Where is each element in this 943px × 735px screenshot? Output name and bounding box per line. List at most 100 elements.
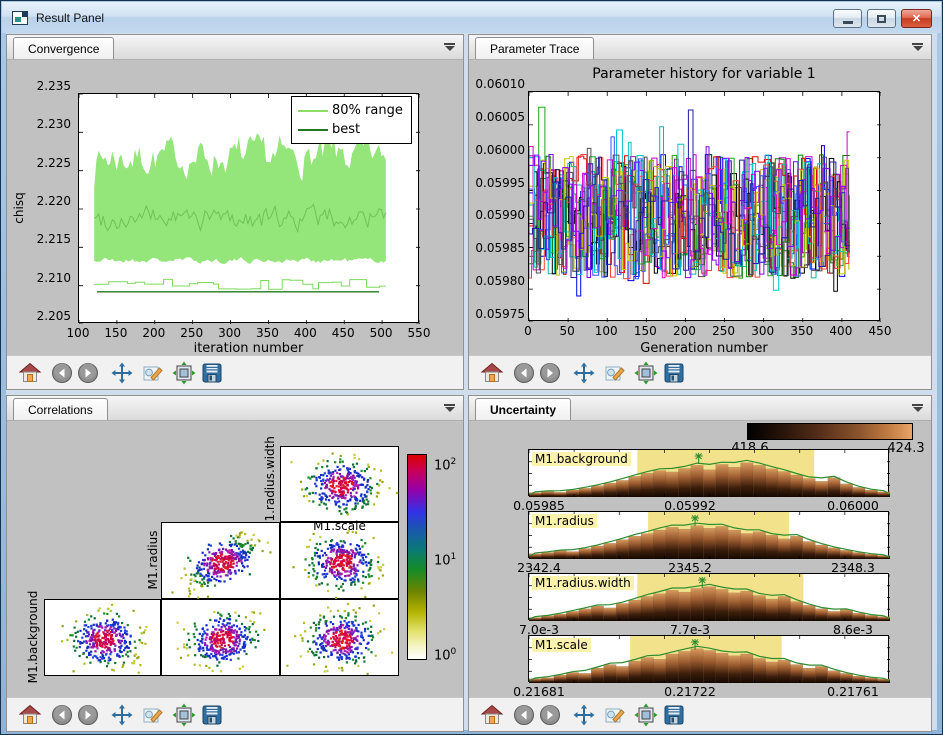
trace-xtick: 100 xyxy=(594,324,618,338)
tab-convergence[interactable]: Convergence xyxy=(13,37,115,59)
configure-subplots-button[interactable] xyxy=(171,360,197,386)
correlation-cell[interactable] xyxy=(44,599,161,676)
correlation-cell[interactable] xyxy=(280,522,399,599)
convergence-ytick: 2.220 xyxy=(36,194,71,208)
trace-ytick: 0.05995 xyxy=(475,175,525,190)
configure-subplots-icon xyxy=(634,703,658,727)
convergence-tabbar: Convergence xyxy=(7,35,463,60)
forward-button[interactable] xyxy=(75,702,101,728)
legend-line-sample xyxy=(298,109,328,112)
tab-overflow-button[interactable] xyxy=(444,43,455,51)
edit-parameters-button[interactable] xyxy=(601,360,627,386)
convergence-xtick: 400 xyxy=(293,326,317,340)
convergence-xtick: 450 xyxy=(331,326,355,340)
correlations-colorbar-tick: 101 xyxy=(434,552,457,569)
histogram-xtick: 7.7e-3 xyxy=(669,622,711,637)
convergence-xtick: 550 xyxy=(407,326,431,340)
trace-canvas[interactable]: Parameter history for variable 1 0.06010… xyxy=(469,60,931,355)
back-button[interactable] xyxy=(511,360,537,386)
panel-convergence: Convergence chisq 2.235 2.230 2.225 2.220 2.… xyxy=(6,34,464,390)
histogram-xtick: 2348.3 xyxy=(831,560,875,575)
pan-button[interactable] xyxy=(109,360,135,386)
trace-xtick: 0 xyxy=(524,324,532,338)
configure-subplots-button[interactable] xyxy=(633,360,659,386)
convergence-ytick: 2.235 xyxy=(36,79,71,93)
pan-button[interactable] xyxy=(571,702,597,728)
histogram-M1-background[interactable]: M1.background xyxy=(528,449,890,497)
tab-overflow-button[interactable] xyxy=(912,43,923,51)
save-button[interactable] xyxy=(199,360,225,386)
back-button[interactable] xyxy=(49,360,75,386)
back-icon xyxy=(52,705,72,725)
forward-button[interactable] xyxy=(537,360,563,386)
back-icon xyxy=(514,705,534,725)
pan-button[interactable] xyxy=(571,360,597,386)
trace-plot[interactable] xyxy=(528,91,882,323)
back-icon xyxy=(52,363,72,383)
pan-button[interactable] xyxy=(109,702,135,728)
edit-parameters-button[interactable] xyxy=(601,702,627,728)
tab-overflow-button[interactable] xyxy=(444,404,455,412)
histogram-xtick: 0.05992 xyxy=(664,498,716,513)
panel-correlations: Correlations M1.radius.width M1.radius M… xyxy=(6,395,464,732)
trace-ytick: 0.05975 xyxy=(475,307,525,321)
minimize-button[interactable] xyxy=(833,9,862,28)
trace-tabbar: Parameter Trace xyxy=(469,35,931,60)
save-icon xyxy=(202,705,222,725)
tab-overflow-button[interactable] xyxy=(912,404,923,412)
forward-button[interactable] xyxy=(75,360,101,386)
legend-label: 80% range xyxy=(332,103,403,118)
trace-xtick: 250 xyxy=(712,324,735,338)
correlation-cell[interactable] xyxy=(161,599,280,676)
correlation-cell[interactable] xyxy=(280,599,399,676)
home-button[interactable] xyxy=(479,360,505,386)
save-icon xyxy=(664,705,684,725)
tab-parameter-trace[interactable]: Parameter Trace xyxy=(475,37,595,59)
convergence-toolbar xyxy=(7,355,463,389)
maximize-button[interactable] xyxy=(867,9,896,28)
close-button[interactable]: ✕ xyxy=(901,9,932,28)
save-button[interactable] xyxy=(199,702,225,728)
convergence-xtick: 200 xyxy=(142,326,166,340)
correlations-canvas[interactable]: M1.radius.width M1.radius M1.background … xyxy=(7,421,463,697)
edit-parameters-icon xyxy=(605,366,625,381)
home-button[interactable] xyxy=(479,702,505,728)
save-button[interactable] xyxy=(661,702,687,728)
save-button[interactable] xyxy=(661,360,687,386)
edit-parameters-button[interactable] xyxy=(139,702,165,728)
histogram-xtick: 0.21722 xyxy=(664,684,716,697)
forward-button[interactable] xyxy=(537,702,563,728)
convergence-xlabel: iteration number xyxy=(193,341,304,355)
histogram-label: M1.background xyxy=(532,452,631,466)
home-button[interactable] xyxy=(17,360,43,386)
pan-icon xyxy=(573,704,595,726)
trace-xtick: 200 xyxy=(672,324,696,338)
title-bar[interactable]: Result Panel ✕ xyxy=(2,2,941,33)
legend-label: best xyxy=(332,122,361,137)
histogram-M1-radius[interactable]: M1.radius xyxy=(528,511,890,559)
forward-icon xyxy=(78,363,98,383)
edit-parameters-button[interactable] xyxy=(139,360,165,386)
correlation-cell[interactable] xyxy=(161,522,280,599)
convergence-ytick: 2.215 xyxy=(36,232,71,247)
correlation-cell[interactable] xyxy=(280,446,399,522)
histogram-M1-radius-width[interactable]: M1.radius.width xyxy=(528,573,890,621)
histogram-M1-scale[interactable]: M1.scale xyxy=(528,635,890,683)
trace-xtick: 50 xyxy=(559,324,575,338)
tab-correlations[interactable]: Correlations xyxy=(13,398,108,420)
back-icon xyxy=(514,363,534,383)
configure-subplots-button[interactable] xyxy=(633,702,659,728)
back-button[interactable] xyxy=(511,702,537,728)
configure-subplots-button[interactable] xyxy=(171,702,197,728)
home-button[interactable] xyxy=(17,702,43,728)
convergence-canvas[interactable]: chisq 2.235 2.230 2.225 2.220 2.215 2.210 2.20… xyxy=(7,60,463,355)
tab-uncertainty[interactable]: Uncertainty xyxy=(475,398,572,420)
uncertainty-canvas[interactable]: 418.6 424.3 M1.background0.059850.059920… xyxy=(469,421,931,697)
histogram-xtick: 7.0e-3 xyxy=(518,622,560,637)
uncertainty-tabbar: Uncertainty xyxy=(469,396,931,421)
home-icon xyxy=(18,362,42,382)
back-button[interactable] xyxy=(49,702,75,728)
legend-entry: 80% range xyxy=(298,101,403,120)
panel-uncertainty: Uncertainty 418.6 424.3 M1.background0.0… xyxy=(468,395,932,732)
pan-icon xyxy=(111,704,133,726)
